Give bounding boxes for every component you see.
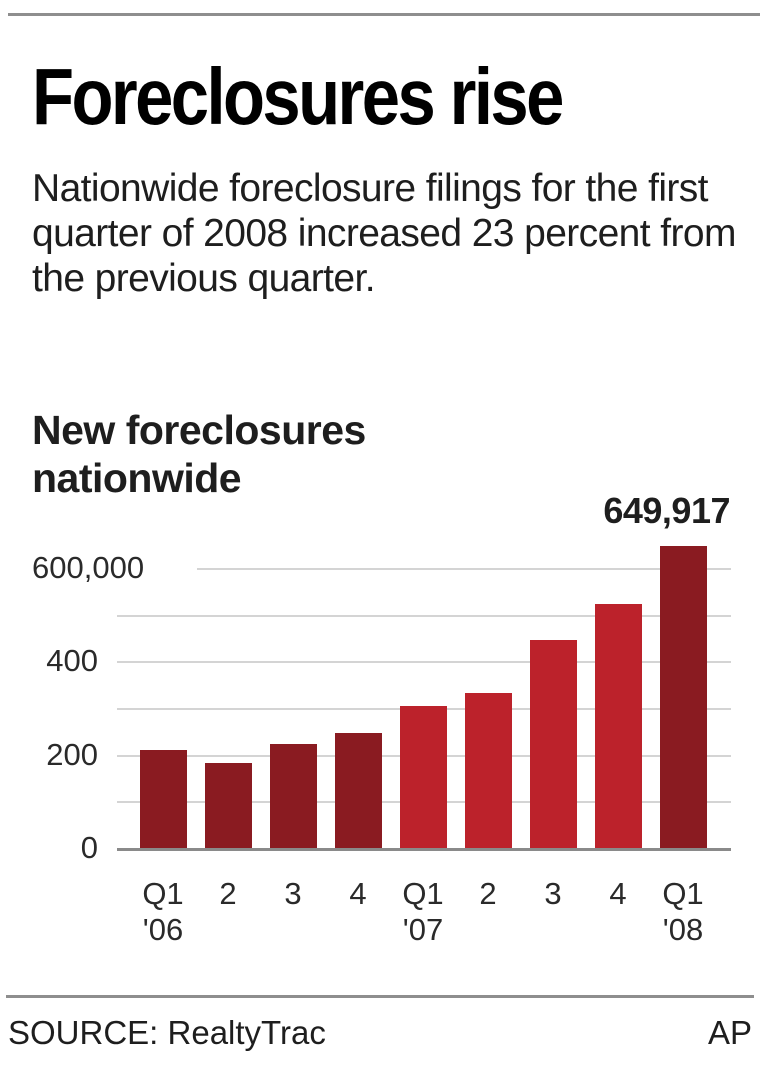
bottom-rule [6,995,754,998]
bar-q4-07 [595,604,642,849]
bar-q3-07 [530,639,577,849]
chart-title-line1: New foreclosures [32,407,366,453]
x-axis-tick-label: Q1'07 [402,876,444,947]
y-axis-tick-label: 400 [46,643,98,679]
y-axis-tick-label: 600,000 [32,550,145,585]
bar-q1-08 [660,545,707,849]
bar-value-annotation: 649,917 [603,490,730,531]
bar-q4-06 [335,732,382,849]
bar-q3-06 [270,744,317,849]
y-axis-tick-label: 0 [80,830,98,865]
x-axis-tick-label: Q1'08 [662,876,704,947]
bar-q2-06 [205,763,252,849]
x-axis-tick-label: 4 [349,876,367,911]
x-axis-tick-label: 3 [544,876,562,911]
source-credit: SOURCE: RealtyTrac [8,1014,326,1051]
x-axis-tick-label: Q1'06 [142,876,184,947]
x-axis-tick-label: 3 [284,876,302,911]
x-axis-tick-label: 2 [219,876,237,911]
page-title: Foreclosures rise [32,52,564,141]
bar-q1-06 [140,750,187,849]
x-axis-baseline [117,848,731,851]
bar-q2-07 [465,693,512,849]
chart-title-line2: nationwide [32,455,242,501]
top-rule [8,13,760,16]
gridline [117,614,731,617]
chart-title: New foreclosures nationwide [32,406,366,502]
x-axis-tick-label: 4 [609,876,627,911]
agency-credit: AP [707,1014,752,1051]
gridline [197,568,731,570]
y-axis-tick-label: 200 [46,736,98,772]
x-axis-tick-label: 2 [479,876,497,911]
subtitle: Nationwide foreclosure filings for the f… [32,167,736,300]
gridline [117,661,731,664]
bar-q1-07 [400,706,447,849]
